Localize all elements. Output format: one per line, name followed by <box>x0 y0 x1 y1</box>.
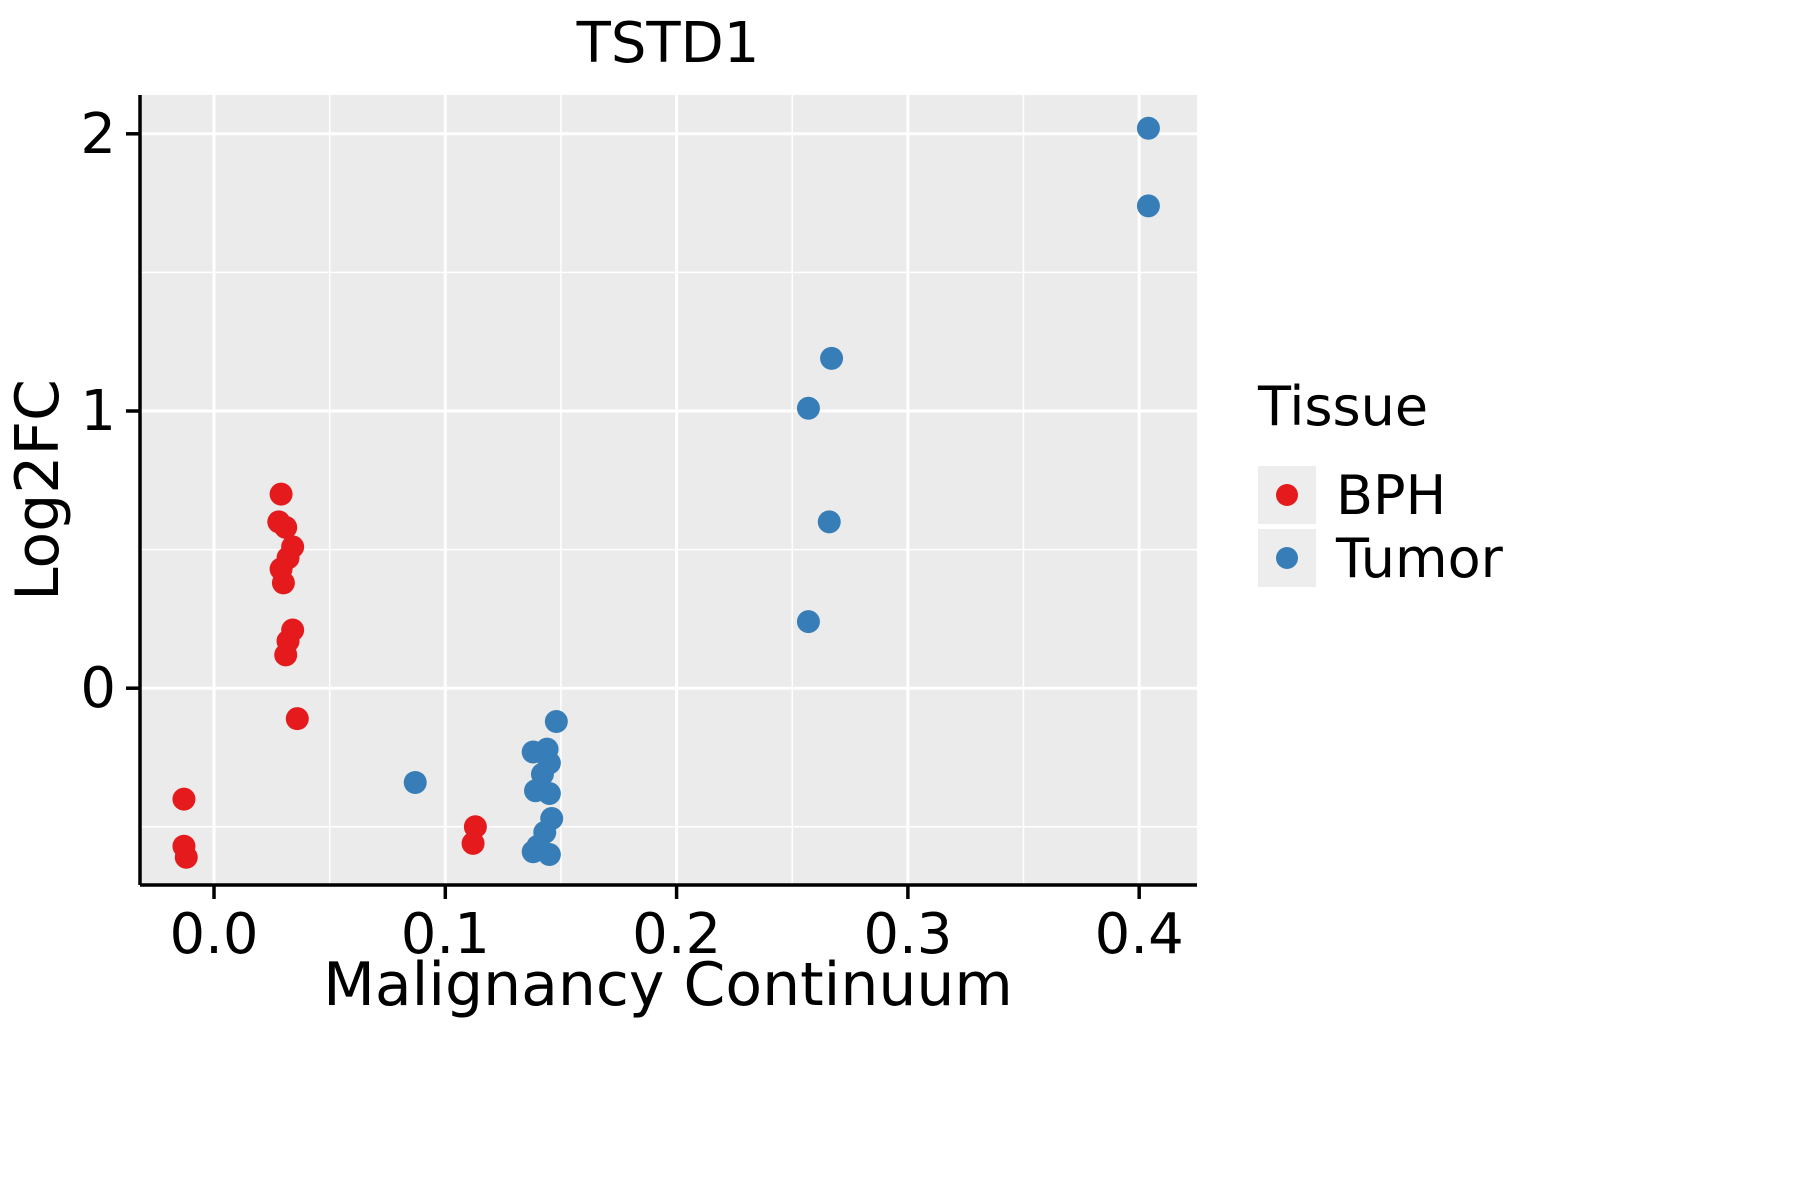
data-point-tumor <box>1136 116 1160 140</box>
axis-lines <box>138 95 1197 887</box>
grid-minor-lines <box>140 95 1197 885</box>
y-axis-label: Log2FC <box>3 379 73 601</box>
data-point-bph <box>269 482 293 506</box>
x-tick-label: 0.0 <box>169 902 258 967</box>
x-tick-label: 0.1 <box>401 902 490 967</box>
data-point-bph <box>461 831 485 855</box>
data-point-bph <box>274 643 298 667</box>
data-point-bph <box>271 571 295 595</box>
y-tick-label: 1 <box>80 379 116 444</box>
data-point-bph <box>174 845 198 869</box>
x-tick-label: 0.4 <box>1095 902 1184 967</box>
data-point-tumor <box>537 843 561 867</box>
data-points <box>172 116 1160 869</box>
x-axis-label: Malignancy Continuum <box>323 950 1013 1020</box>
data-point-tumor <box>817 510 841 534</box>
y-tick-label: 0 <box>80 656 116 721</box>
legend-marker-tumor <box>1276 547 1298 569</box>
legend-title: Tissue <box>1257 375 1428 438</box>
plot-panel <box>140 95 1197 885</box>
data-point-tumor <box>544 709 568 733</box>
data-point-tumor <box>796 610 820 634</box>
data-point-bph <box>285 707 309 731</box>
data-point-tumor <box>1136 194 1160 218</box>
grid-major-lines <box>140 95 1197 885</box>
data-point-bph <box>172 787 196 811</box>
data-point-tumor <box>537 782 561 806</box>
chart-title: TSTD1 <box>576 11 760 76</box>
x-tick-label: 0.2 <box>632 902 721 967</box>
data-point-tumor <box>796 396 820 420</box>
data-point-bph <box>274 515 298 539</box>
x-tick-label: 0.3 <box>863 902 952 967</box>
legend-label-bph: BPH <box>1336 464 1446 527</box>
y-tick-label: 2 <box>80 102 116 167</box>
x-axis-ticks: 0.0 0.1 0.2 0.3 0.4 <box>169 885 1184 967</box>
legend-marker-bph <box>1276 484 1298 506</box>
y-axis-ticks: 0 1 2 <box>80 102 140 721</box>
data-point-tumor <box>403 770 427 794</box>
data-point-tumor <box>820 346 844 370</box>
legend-label-tumor: Tumor <box>1335 527 1504 590</box>
